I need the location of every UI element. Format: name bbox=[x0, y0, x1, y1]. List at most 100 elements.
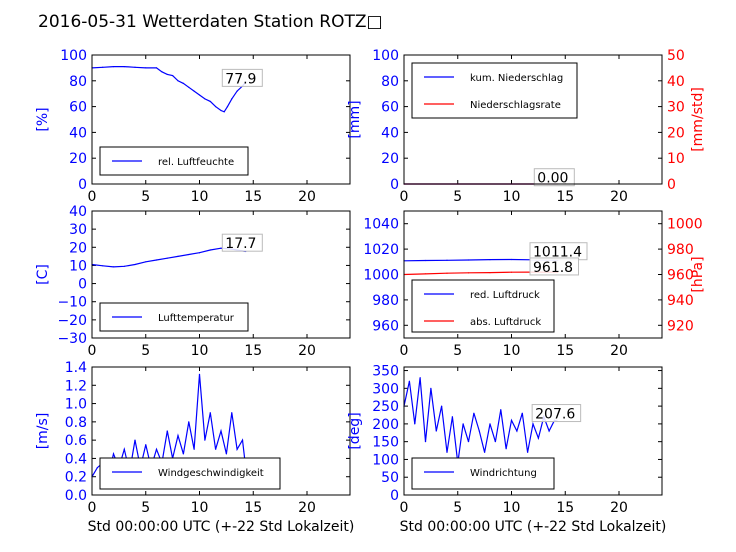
series-line bbox=[403, 377, 558, 464]
x-tick-label: 15 bbox=[556, 343, 574, 359]
data-point bbox=[204, 439, 206, 441]
x-tick-label: 5 bbox=[141, 500, 150, 516]
annotation-label: 961.8 bbox=[533, 260, 573, 276]
x-tick-label: 20 bbox=[610, 343, 628, 359]
y-tick-label: 80 bbox=[69, 74, 87, 90]
annotation-box bbox=[531, 404, 582, 423]
data-point bbox=[198, 94, 201, 96]
y-tick-label: −10 bbox=[57, 295, 87, 311]
y-tick-label: 350 bbox=[372, 364, 399, 380]
data-point bbox=[241, 439, 244, 441]
y-tick-label: 980 bbox=[372, 293, 399, 309]
data-point bbox=[215, 106, 217, 108]
data-point bbox=[155, 259, 158, 261]
data-point bbox=[548, 430, 550, 432]
series-line bbox=[403, 271, 558, 276]
legend-box bbox=[411, 279, 555, 333]
y-axis-label: [m/s] bbox=[35, 413, 51, 450]
y-tick-label: 0.8 bbox=[65, 415, 87, 431]
x-tick-label: 0 bbox=[400, 189, 409, 205]
data-point bbox=[489, 271, 491, 274]
x-tick-label: 5 bbox=[453, 500, 462, 516]
data-point bbox=[177, 255, 179, 257]
data-point bbox=[177, 434, 179, 437]
x-tick-label: 15 bbox=[556, 500, 574, 516]
y-tick-label: 40 bbox=[69, 204, 87, 220]
y-tick-label: 60 bbox=[381, 100, 399, 116]
data-point bbox=[198, 373, 201, 375]
y-tick-label-right: 30 bbox=[667, 100, 685, 116]
y-tick-label: 10 bbox=[69, 258, 87, 274]
y-tick-label: 1.2 bbox=[65, 378, 87, 394]
annotation-box bbox=[221, 68, 263, 87]
y-tick-label: 40 bbox=[381, 125, 399, 141]
data-point bbox=[473, 412, 475, 414]
x-tick-label: 10 bbox=[191, 500, 209, 516]
data-point bbox=[220, 430, 222, 432]
plot-frame bbox=[403, 366, 663, 496]
y-tick-label: 1020 bbox=[363, 242, 399, 258]
panel-3: 0 5 10 15 20 −30 −20 −10 0 10 20 30 40 [C] 17.7 Lufttem… bbox=[35, 204, 351, 359]
x-tick-label: 5 bbox=[141, 343, 150, 359]
plot-frame bbox=[403, 54, 663, 185]
data-point bbox=[193, 90, 195, 92]
data-point bbox=[112, 66, 115, 68]
y-tick-label: 40 bbox=[69, 125, 87, 141]
legend-label: Windgeschwindigkeit bbox=[158, 468, 264, 479]
data-point bbox=[424, 441, 427, 443]
data-point bbox=[527, 451, 529, 453]
data-point bbox=[467, 259, 470, 261]
data-point bbox=[225, 453, 227, 455]
legend-label: Lufttemperatur bbox=[158, 313, 235, 324]
data-point bbox=[166, 257, 168, 259]
data-point bbox=[188, 253, 190, 256]
x-tick-label: 10 bbox=[503, 189, 521, 205]
data-point bbox=[204, 98, 206, 100]
data-point bbox=[134, 263, 136, 266]
y-tick-label: 0.6 bbox=[65, 433, 87, 449]
y-tick-label: 1040 bbox=[363, 217, 399, 233]
data-point bbox=[209, 100, 211, 103]
y-tick-label: 250 bbox=[372, 399, 399, 415]
plot-frame bbox=[91, 54, 351, 185]
x-axis-label: Std 00:00:00 UTC (+-22 Std Lokalzeit) bbox=[400, 519, 667, 535]
data-point bbox=[236, 90, 238, 92]
y-axis-label-right: [hPa] bbox=[690, 256, 706, 292]
data-point bbox=[123, 448, 125, 450]
legend-label: Windrichtung bbox=[470, 468, 537, 479]
annotation-label: 1011.4 bbox=[533, 245, 582, 261]
data-point bbox=[177, 80, 179, 82]
x-tick-label: 5 bbox=[453, 189, 462, 205]
y-tick-label: 150 bbox=[372, 435, 399, 451]
y-tick-label-right: 0 bbox=[667, 177, 676, 193]
data-point bbox=[102, 265, 104, 267]
data-point bbox=[510, 258, 513, 261]
y-tick-label: 50 bbox=[381, 470, 399, 486]
data-point bbox=[494, 441, 496, 443]
data-point bbox=[430, 387, 432, 389]
data-point bbox=[424, 259, 427, 262]
data-point bbox=[166, 430, 168, 432]
y-tick-label-right: 40 bbox=[667, 74, 685, 90]
plot-frame bbox=[91, 210, 351, 339]
y-tick-label: 0 bbox=[78, 177, 87, 193]
data-point bbox=[231, 98, 233, 100]
data-point bbox=[226, 106, 229, 108]
data-point bbox=[446, 272, 448, 274]
y-tick-label: 200 bbox=[372, 417, 399, 433]
data-point bbox=[96, 466, 98, 469]
x-tick-label: 10 bbox=[503, 343, 521, 359]
x-tick-label: 0 bbox=[400, 343, 409, 359]
data-point bbox=[223, 111, 225, 113]
x-axis-label: Std 00:00:00 UTC (+-22 Std Lokalzeit) bbox=[88, 519, 355, 535]
data-point bbox=[166, 73, 168, 75]
plot-frame bbox=[403, 210, 663, 339]
x-tick-label: 15 bbox=[244, 189, 262, 205]
panel-4: 0 5 10 15 20 960 980 1000 1020 1040 920 940 960 980 10… bbox=[363, 210, 706, 359]
data-point bbox=[145, 67, 147, 69]
data-point bbox=[123, 265, 125, 267]
data-point bbox=[182, 82, 184, 84]
data-point bbox=[172, 75, 174, 77]
